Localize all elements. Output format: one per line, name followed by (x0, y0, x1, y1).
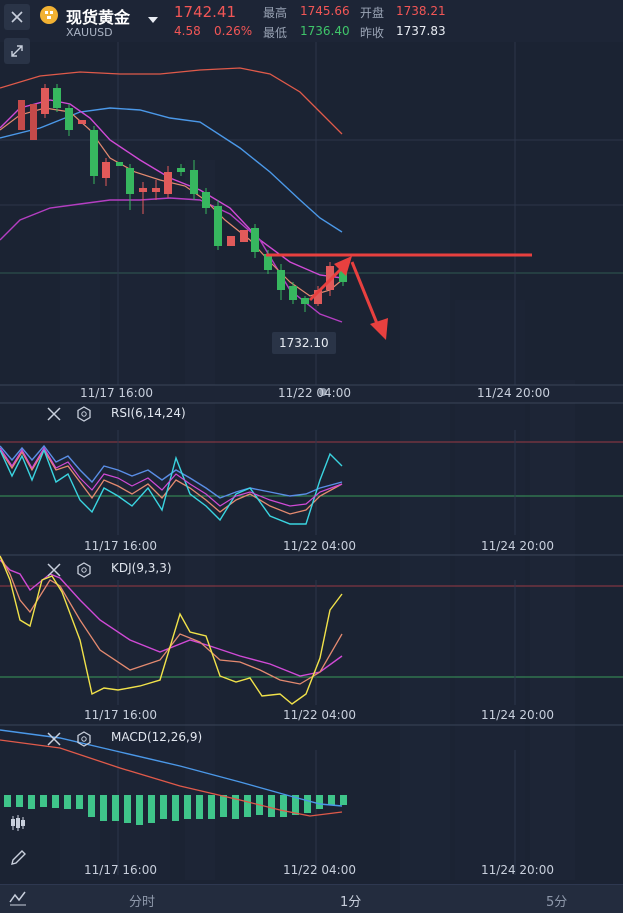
candle-type-button[interactable] (5, 810, 31, 836)
time-label: 11/17 16:00 (84, 708, 157, 722)
time-label: 11/17 16:00 (84, 539, 157, 553)
down-arrow (370, 318, 388, 340)
close-button[interactable] (4, 4, 30, 30)
time-label: 11/22 04:00 (283, 863, 356, 877)
price-tag: 1732.10 (272, 332, 336, 354)
kdj-close-button[interactable] (46, 562, 62, 582)
open-label: 开盘 (360, 6, 385, 20)
settings-hexagon-icon (77, 406, 91, 422)
tab-1min[interactable]: 1分 (340, 895, 362, 910)
high-label: 最高 (263, 6, 288, 20)
pencil-icon (11, 850, 26, 865)
close-icon (47, 563, 61, 577)
rsi-close-button[interactable] (46, 406, 62, 426)
tab-5min[interactable]: 5分 (546, 895, 568, 910)
time-label: 11/17 16:00 (80, 386, 153, 400)
prev-close-label: 昨收 (360, 26, 385, 40)
chevron-down-icon[interactable] (148, 9, 158, 28)
main-chart-panel (0, 42, 623, 404)
prev-close-value: 1737.83 (396, 24, 446, 38)
candlestick-icon (11, 815, 25, 831)
low-value: 1736.40 (300, 24, 350, 38)
rsi-settings-button[interactable] (76, 406, 92, 426)
kdj-panel (0, 555, 623, 726)
rsi-panel (0, 430, 623, 556)
current-price: 1742.41 (174, 3, 237, 21)
line-chart-icon (9, 891, 26, 906)
macd-label: MACD(12,26,9) (111, 730, 203, 744)
macd-close-button[interactable] (46, 731, 62, 751)
time-label: 11/22 04:00 (283, 539, 356, 553)
indicator-button[interactable] (5, 885, 31, 911)
price-change: 4.58 (174, 24, 201, 38)
time-label: 11/17 16:00 (84, 863, 157, 877)
up-arrow (334, 256, 352, 276)
tab-timeshare[interactable]: 分时 (129, 895, 156, 910)
close-icon (47, 732, 61, 746)
macd-settings-button[interactable] (76, 731, 92, 751)
time-label: 11/24 20:00 (481, 539, 554, 553)
draw-tool-button[interactable] (5, 845, 31, 871)
macd-panel (0, 729, 516, 875)
time-label: 11/24 20:00 (481, 863, 554, 877)
expand-arrows-icon (11, 45, 23, 57)
price-change-pct: 0.26% (214, 24, 253, 38)
open-value: 1738.21 (396, 4, 446, 18)
time-label: 11/24 20:00 (477, 386, 550, 400)
chart-canvas[interactable] (0, 42, 623, 884)
candlesticks (18, 84, 347, 312)
time-label: 11/22 04:00 (278, 386, 351, 400)
fullscreen-button[interactable] (4, 38, 30, 64)
symbol-name[interactable]: 现货黄金 (66, 8, 131, 27)
settings-hexagon-icon (77, 731, 91, 747)
gold-coin-icon (40, 6, 58, 24)
settings-hexagon-icon (77, 562, 91, 578)
symbol-code: XAUUSD (66, 26, 113, 39)
header: 现货黄金 XAUUSD 1742.41 4.58 0.26% 最高 1745.6… (0, 0, 623, 42)
close-icon (47, 407, 61, 421)
time-label: 11/24 20:00 (481, 708, 554, 722)
high-value: 1745.66 (300, 4, 350, 18)
close-icon (11, 11, 23, 23)
kdj-label: KDJ(9,3,3) (111, 561, 172, 575)
rsi-label: RSI(6,14,24) (111, 406, 186, 420)
kdj-settings-button[interactable] (76, 562, 92, 582)
low-label: 最低 (263, 26, 288, 40)
period-tab-bar: 分时 1分 5分 (0, 884, 623, 913)
time-label: 11/22 04:00 (283, 708, 356, 722)
